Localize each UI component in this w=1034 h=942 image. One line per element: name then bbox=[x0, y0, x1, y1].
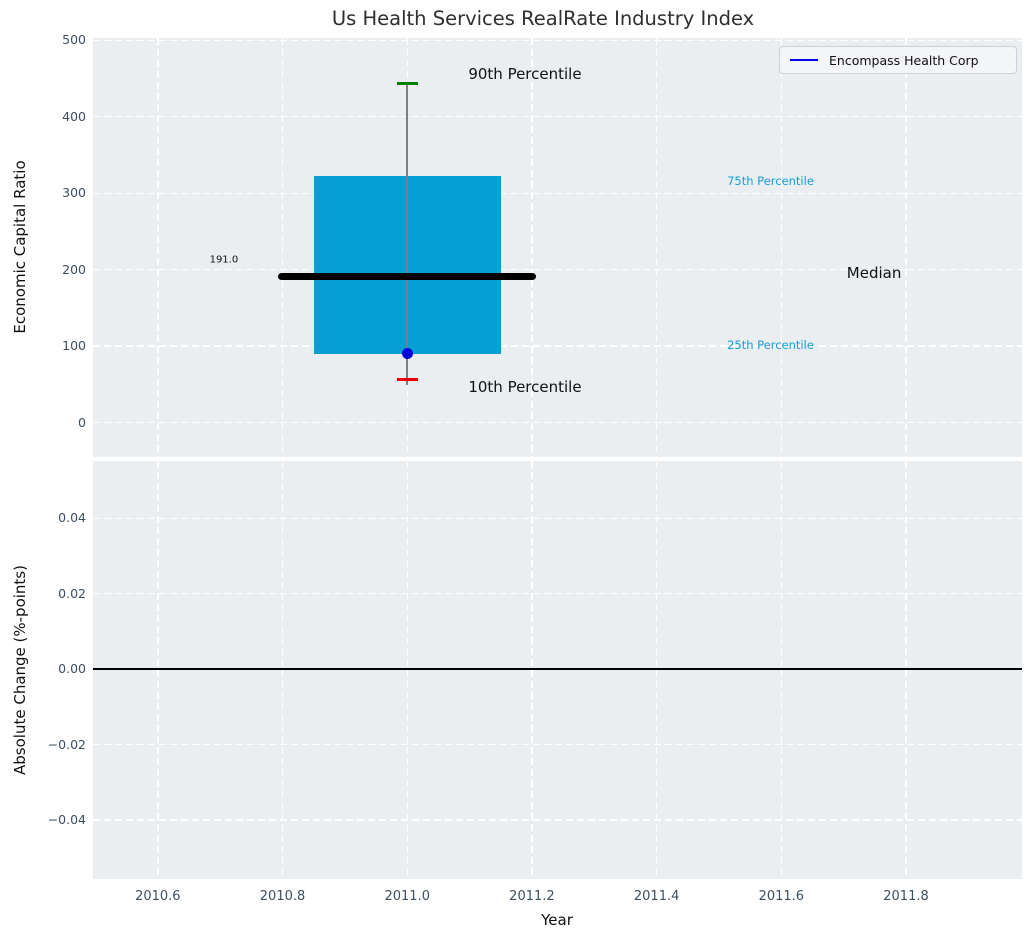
annotation-p25-label: 25th Percentile bbox=[727, 338, 814, 353]
top-axes: 90th Percentile 10th Percentile 75th Perce… bbox=[93, 38, 1022, 457]
annotation-p75-label: 75th Percentile bbox=[727, 173, 814, 188]
h-gridline bbox=[93, 192, 1022, 194]
h-gridline bbox=[93, 268, 1022, 271]
h-gridline bbox=[93, 819, 1022, 821]
p90-cap bbox=[396, 81, 418, 85]
bottom-y-tick-label: 0.00 bbox=[58, 661, 86, 677]
h-gridline bbox=[93, 345, 1022, 347]
v-gridline bbox=[655, 38, 658, 457]
p10-cap bbox=[396, 378, 418, 382]
bottom-y-tick-label: −0.02 bbox=[47, 736, 86, 752]
v-gridline bbox=[780, 38, 783, 457]
legend: Encompass Health Corp bbox=[779, 46, 1017, 74]
x-tick-label: 2010.6 bbox=[135, 889, 181, 904]
top-y-tick-label: 300 bbox=[62, 185, 86, 201]
whisker-line bbox=[406, 83, 409, 385]
top-y-tick-label: 100 bbox=[62, 338, 86, 354]
median-line bbox=[278, 273, 537, 281]
bottom-y-tick-label: −0.04 bbox=[47, 812, 86, 828]
x-tick-label: 2011.6 bbox=[758, 889, 805, 904]
zero-line bbox=[93, 668, 1022, 671]
top-y-tick-label: 500 bbox=[62, 32, 86, 48]
v-gridline bbox=[157, 38, 159, 457]
annotation-median-label: Median bbox=[846, 264, 902, 283]
h-gridline bbox=[93, 743, 1022, 746]
h-gridline bbox=[93, 116, 1022, 118]
bottom-axes bbox=[93, 461, 1022, 879]
x-tick-label: 2011.4 bbox=[633, 889, 680, 904]
x-tick-label: 2011.0 bbox=[384, 889, 430, 904]
legend-line-swatch bbox=[790, 58, 818, 62]
h-gridline bbox=[93, 517, 1022, 520]
v-gridline bbox=[531, 38, 533, 457]
annotation-p10-label: 10th Percentile bbox=[468, 378, 582, 397]
top-y-tick-label: 400 bbox=[62, 108, 86, 124]
top-y-tick-label: 200 bbox=[62, 261, 86, 277]
x-tick-label: 2010.8 bbox=[259, 889, 306, 904]
x-tick-label: 2011.8 bbox=[883, 889, 929, 904]
top-y-tick-label: 0 bbox=[78, 414, 86, 430]
bottom-y-tick-label: 0.04 bbox=[58, 510, 86, 526]
x-tick-label: 2011.2 bbox=[509, 889, 555, 904]
annotation-median-value-label: 191.0 bbox=[209, 254, 239, 266]
h-gridline bbox=[93, 593, 1022, 595]
v-gridline bbox=[905, 38, 907, 457]
v-gridline bbox=[281, 38, 284, 457]
legend-item-label: Encompass Health Corp bbox=[829, 52, 979, 68]
company-point-marker bbox=[401, 347, 413, 359]
annotation-p90-label: 90th Percentile bbox=[468, 64, 582, 83]
h-gridline bbox=[93, 39, 1022, 41]
x-axis-label: Year bbox=[541, 911, 573, 929]
chart-title: Us Health Services RealRate Industry Ind… bbox=[331, 7, 755, 30]
h-gridline bbox=[93, 421, 1022, 424]
bottom-y-tick-label: 0.02 bbox=[58, 585, 86, 601]
